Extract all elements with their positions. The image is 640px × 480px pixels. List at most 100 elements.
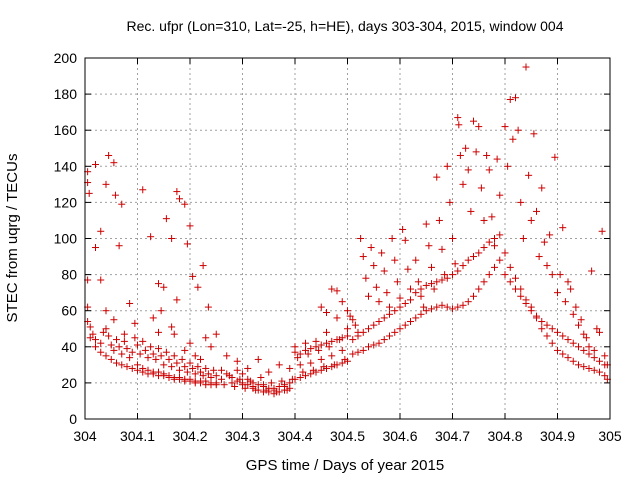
data-point-marker [417,285,425,293]
data-point-marker [181,346,189,354]
data-point-marker [197,368,204,376]
data-point-marker [438,276,446,284]
data-point-marker [296,350,304,358]
data-point-marker [551,153,559,161]
data-point-marker [105,151,113,159]
data-point-marker [202,364,210,372]
data-point-marker [197,355,204,363]
data-point-marker [204,370,212,378]
data-point-marker [239,370,246,378]
data-point-marker [168,363,176,371]
data-point-marker [160,361,168,369]
data-point-marker [601,352,609,360]
data-point-marker [147,343,155,351]
data-point-marker [92,343,99,351]
data-point-marker [443,162,451,170]
data-point-marker [590,354,598,362]
data-point-marker [485,166,493,174]
data-point-marker [538,325,546,333]
data-point-marker [517,198,525,206]
data-point-marker [575,321,582,329]
y-tick-label: 60 [61,303,77,319]
data-point-marker [128,348,136,356]
data-point-marker [281,381,288,389]
data-point-marker [118,200,126,208]
data-point-marker [470,117,477,125]
data-point-marker [575,361,582,369]
data-point-marker [354,348,362,356]
data-point-marker [412,289,420,297]
data-point-marker [401,321,409,329]
data-point-marker [433,173,441,181]
data-point-marker [170,330,178,338]
data-point-marker [152,355,160,363]
data-point-marker [396,303,404,311]
data-point-marker [115,242,123,250]
data-point-marker [181,200,189,208]
x-tick-label: 304.2 [172,428,207,444]
data-point-marker [105,332,113,340]
data-point-marker [218,375,225,383]
data-point-marker [420,303,428,311]
data-point-marker [97,339,105,347]
data-point-marker [543,321,551,329]
data-point-marker [380,336,388,344]
y-tick-label: 180 [54,86,78,102]
data-point-marker [351,321,359,329]
data-point-marker [501,271,509,279]
data-point-marker [254,381,262,389]
data-point-marker [512,274,519,282]
data-point-marker [333,361,341,369]
data-point-marker [202,377,210,385]
data-point-marker [218,366,225,374]
data-point-marker [543,262,551,270]
data-point-marker [455,121,463,129]
data-point-marker [491,235,498,242]
data-point-marker [102,352,110,360]
data-point-marker [328,285,336,293]
data-point-marker [569,310,577,318]
data-point-marker [459,262,467,270]
data-point-marker [422,281,430,289]
data-point-marker [323,364,330,372]
data-point-marker [438,245,446,253]
data-point-marker [344,325,351,333]
data-point-marker [134,361,141,369]
data-point-marker [260,383,267,391]
data-point-marker [590,346,598,354]
data-point-marker [204,303,212,311]
data-point-marker [186,222,194,230]
data-point-marker [449,235,456,242]
data-point-marker [357,235,365,242]
data-point-marker [451,260,459,268]
data-point-marker [380,314,388,322]
data-point-marker [462,144,470,152]
data-point-marker [296,373,304,381]
data-point-marker [176,366,183,374]
data-point-marker [370,262,378,270]
data-point-marker [386,303,393,311]
data-point-marker [582,334,590,342]
data-point-marker [559,224,567,232]
data-point-marker [176,195,183,203]
data-point-marker [111,191,119,199]
data-point-marker [593,325,601,333]
data-point-marker [370,341,378,349]
data-point-marker [393,278,401,286]
data-point-marker [522,296,530,304]
data-point-marker [454,114,462,122]
data-point-marker [131,334,139,342]
data-point-marker [210,366,218,374]
data-point-marker [435,216,443,224]
data-point-marker [338,298,346,306]
data-point-marker [449,271,456,279]
data-point-marker [346,312,354,320]
grid-lines [85,58,610,419]
data-point-marker [401,236,409,244]
data-point-marker [110,346,118,354]
data-point-marker [160,283,168,291]
x-tick-label: 304.9 [540,428,575,444]
data-point-marker [223,370,231,378]
data-point-marker [202,334,210,342]
data-point-marker [601,372,609,380]
